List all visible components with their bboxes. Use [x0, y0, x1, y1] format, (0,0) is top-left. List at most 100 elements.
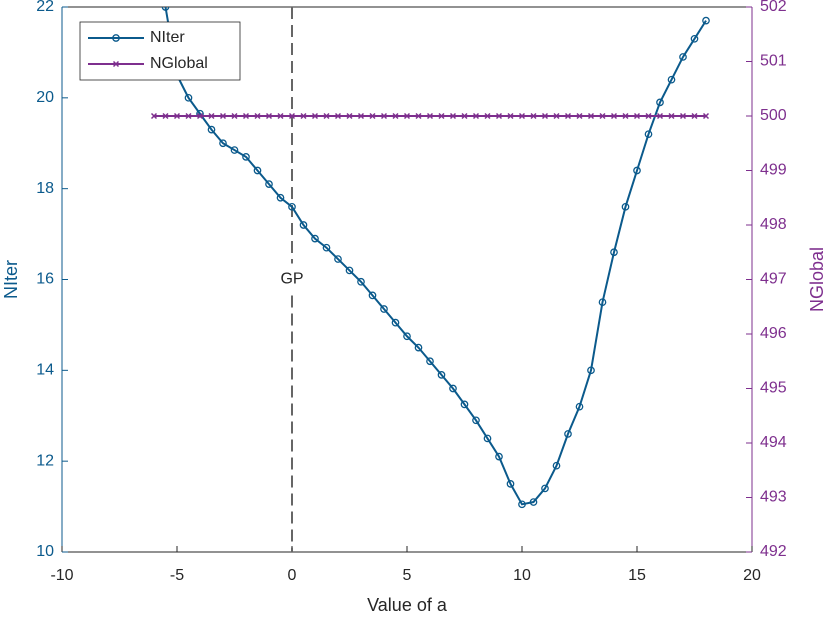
- data-point: [518, 500, 526, 509]
- y-tick-label: 22: [36, 0, 54, 15]
- x-tick-label: 20: [743, 567, 761, 584]
- legend-marker: [112, 60, 120, 68]
- data-point: [311, 112, 319, 120]
- data-point: [575, 402, 584, 411]
- data-point: [656, 98, 664, 107]
- data-point: [392, 112, 399, 120]
- data-point: [610, 248, 618, 257]
- data-point: [150, 112, 158, 120]
- data-point: [322, 243, 331, 252]
- data-point: [231, 112, 238, 120]
- x-tick-label: 15: [628, 567, 646, 584]
- data-point: [483, 434, 492, 443]
- data-point: [369, 112, 376, 120]
- data-point: [254, 112, 261, 120]
- plot-area: [150, 7, 710, 509]
- y2-tick-label: 498: [760, 216, 787, 233]
- data-point: [484, 112, 491, 120]
- y2-tick-label: 494: [760, 434, 787, 451]
- data-point: [184, 93, 193, 102]
- y2-tick-label: 502: [760, 0, 787, 15]
- data-point: [472, 416, 480, 425]
- data-point: [334, 255, 342, 263]
- series-line: [164, 7, 707, 506]
- y2-tick-label: 500: [760, 107, 787, 124]
- data-point: [518, 112, 526, 120]
- x-tick-label: -5: [170, 567, 184, 584]
- data-point: [334, 112, 342, 120]
- data-point: [460, 400, 469, 409]
- data-point: [219, 112, 227, 120]
- data-point: [506, 480, 515, 488]
- data-point: [346, 112, 353, 120]
- data-point: [679, 112, 687, 120]
- data-point: [679, 53, 687, 61]
- legend-label: NIter: [150, 29, 185, 46]
- data-point: [300, 112, 307, 120]
- data-point: [702, 112, 710, 120]
- data-point: [690, 34, 699, 43]
- data-point: [610, 112, 618, 120]
- data-point: [380, 305, 388, 313]
- data-point: [599, 112, 606, 120]
- data-point: [587, 112, 595, 120]
- data-point: [426, 112, 434, 120]
- y2-tick-label: 495: [760, 380, 787, 397]
- y2-tick-label: 499: [760, 162, 787, 179]
- x-tick-label: 5: [403, 567, 412, 584]
- data-point: [265, 180, 273, 188]
- data-point: [185, 112, 192, 120]
- data-point: [449, 384, 457, 393]
- data-point: [242, 153, 250, 161]
- data-point: [357, 112, 365, 120]
- data-point: [368, 291, 377, 300]
- data-point: [702, 16, 710, 25]
- data-point: [576, 112, 583, 120]
- data-point: [208, 112, 215, 120]
- data-point: [472, 112, 480, 120]
- legend-marker: [112, 34, 120, 42]
- data-point: [288, 202, 296, 211]
- x-tick-label: 0: [288, 567, 297, 584]
- data-point: [656, 112, 664, 120]
- data-point: [541, 484, 549, 493]
- data-point: [207, 125, 216, 134]
- data-point: [495, 112, 503, 120]
- data-point: [415, 112, 422, 120]
- x-tick-label: 10: [513, 567, 531, 584]
- data-point: [161, 7, 170, 11]
- data-point: [265, 112, 273, 120]
- data-point: [553, 112, 560, 120]
- legend-box: [79, 21, 241, 81]
- data-point: [242, 112, 250, 120]
- data-point: [495, 452, 503, 461]
- data-point: [564, 112, 572, 120]
- data-point: [196, 112, 204, 120]
- data-point: [277, 112, 284, 120]
- data-point: [345, 266, 354, 275]
- data-point: [530, 112, 537, 120]
- data-point: [449, 112, 457, 120]
- data-point: [162, 112, 169, 120]
- data-point: [299, 221, 308, 229]
- data-point: [323, 112, 330, 120]
- y-tick-label: 12: [36, 452, 54, 469]
- data-point: [529, 498, 538, 506]
- data-point: [667, 75, 676, 84]
- data-point: [621, 202, 630, 211]
- data-point: [288, 112, 296, 120]
- data-point: [414, 343, 423, 352]
- y-tick-label: 20: [36, 89, 54, 106]
- data-point: [461, 112, 468, 120]
- y-tick-label: 18: [36, 180, 54, 197]
- data-point: [633, 112, 641, 120]
- y2-tick-label: 497: [760, 271, 787, 288]
- y2-tick-label: 493: [760, 489, 787, 506]
- data-point: [276, 193, 285, 202]
- y-tick-label: 14: [36, 362, 54, 379]
- data-point: [311, 234, 319, 243]
- data-point: [230, 146, 239, 154]
- y-tick-label: 10: [36, 543, 54, 560]
- data-point: [437, 371, 446, 379]
